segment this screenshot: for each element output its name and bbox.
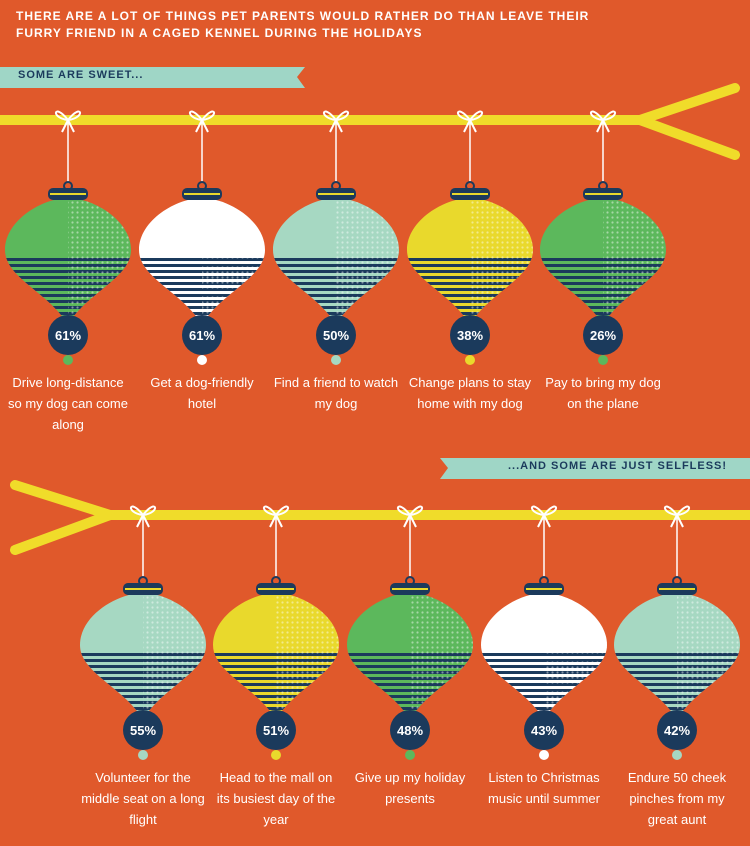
ornament-pattern <box>544 593 607 720</box>
percent-badge <box>390 710 430 750</box>
percent: 50% <box>323 328 349 343</box>
banner-text: ...AND SOME ARE JUST SELFLESS! <box>508 460 728 472</box>
badge-dot <box>331 355 341 365</box>
title: THERE ARE A LOT OF THINGS PET PARENTS WO… <box>16 9 590 40</box>
percent: 43% <box>531 723 557 738</box>
ornament-label: Listen to Christmas music until summer <box>488 770 600 806</box>
percent-badge <box>182 315 222 355</box>
badge-dot <box>197 355 207 365</box>
cap-stripe <box>50 193 86 195</box>
ornament-pattern <box>336 198 399 325</box>
garland-fork <box>635 115 740 160</box>
badge-dot <box>271 750 281 760</box>
ornament-label: Pay to bring my dog on the plane <box>545 375 661 411</box>
badge-dot <box>539 750 549 760</box>
badge-dot <box>598 355 608 365</box>
percent-badge <box>524 710 564 750</box>
percent: 42% <box>664 723 690 738</box>
cap-stripe <box>184 193 220 195</box>
banner-ribbon <box>0 67 305 88</box>
percent-badge <box>123 710 163 750</box>
cap-stripe <box>125 588 161 590</box>
ornament-label: Endure 50 cheek pinches from my great au… <box>627 770 727 827</box>
cap-stripe <box>392 588 428 590</box>
ornament-pattern <box>410 593 473 720</box>
percent-badge <box>583 315 623 355</box>
cap-stripe <box>318 193 354 195</box>
ornament-label: Head to the mall on its busiest day of t… <box>216 770 336 827</box>
ornament-pattern <box>143 593 206 720</box>
percent: 48% <box>397 723 423 738</box>
percent-badge <box>256 710 296 750</box>
ornament-pattern <box>677 593 740 720</box>
badge-dot <box>672 750 682 760</box>
banner-ribbon <box>440 458 750 479</box>
percent: 55% <box>130 723 156 738</box>
ornament-pattern <box>603 198 666 325</box>
ornament-label: Give up my holiday presents <box>354 770 466 806</box>
percent: 38% <box>457 328 483 343</box>
cap-stripe <box>659 588 695 590</box>
garland-fork <box>10 480 115 520</box>
percent-badge <box>657 710 697 750</box>
cap-stripe <box>585 193 621 195</box>
ornament-label: Find a friend to watch my dog <box>273 375 399 411</box>
ornament-label: Volunteer for the middle seat on a long … <box>81 770 205 827</box>
percent-badge <box>316 315 356 355</box>
cap-stripe <box>452 193 488 195</box>
garland-fork <box>10 510 115 555</box>
banner-text: SOME ARE SWEET... <box>18 69 144 81</box>
badge-dot <box>405 750 415 760</box>
garland-fork <box>635 83 740 125</box>
ornament-pattern <box>276 593 339 720</box>
percent: 61% <box>189 328 215 343</box>
percent: 61% <box>55 328 81 343</box>
ornament-label: Get a dog-friendly hotel <box>150 375 254 411</box>
badge-dot <box>63 355 73 365</box>
ornament-pattern <box>68 198 131 325</box>
badge-dot <box>138 750 148 760</box>
ornament-label: Drive long-distance so my dog can come a… <box>8 375 128 432</box>
percent-badge <box>450 315 490 355</box>
ornament-label: Change plans to stay home with my dog <box>408 375 532 411</box>
percent-badge <box>48 315 88 355</box>
cap-stripe <box>526 588 562 590</box>
ornament-pattern <box>202 198 265 325</box>
badge-dot <box>465 355 475 365</box>
cap-stripe <box>258 588 294 590</box>
percent: 26% <box>590 328 616 343</box>
ornament-pattern <box>470 198 533 325</box>
percent: 51% <box>263 723 289 738</box>
